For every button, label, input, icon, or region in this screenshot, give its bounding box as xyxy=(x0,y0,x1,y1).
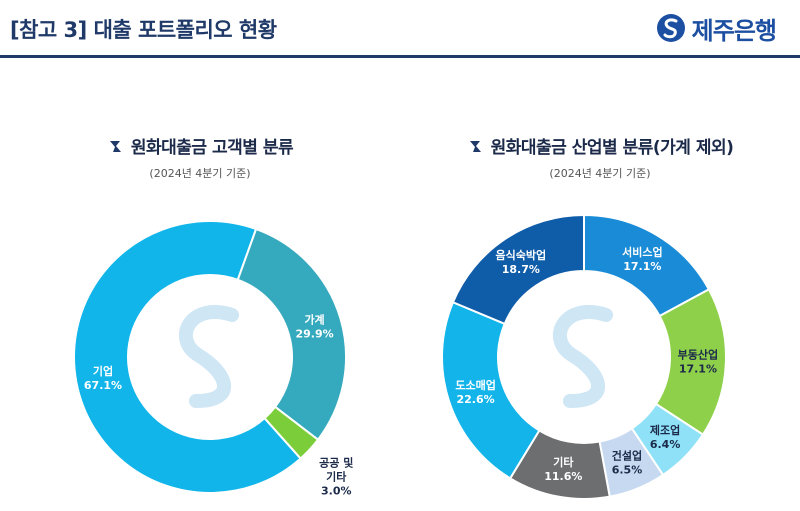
chart-1-title: 원화대출금 고객별 분류 xyxy=(130,138,294,158)
donut-slice xyxy=(236,227,347,442)
logo-text: 제주은행 xyxy=(691,16,777,45)
slice-value-label: 22.6% xyxy=(456,393,494,406)
donut-slice xyxy=(263,405,320,460)
slice-category-label: 기업 xyxy=(93,364,113,378)
donut-slice xyxy=(73,220,302,494)
wave-bullet-icon xyxy=(469,140,481,152)
slice-value-label: 17.1% xyxy=(623,260,661,273)
bank-logo: 제주은행 xyxy=(656,12,777,45)
slice-category-label: 공공 및 xyxy=(319,456,353,470)
slice-value-label: 11.6% xyxy=(544,470,582,483)
header-divider xyxy=(0,55,800,58)
donut-slice xyxy=(451,213,585,326)
slice-category-label: 음식숙박업 xyxy=(496,248,547,262)
watermark-logo-icon xyxy=(179,305,239,408)
chart-2-header: 원화대출금 산업별 분류(가계 제외) (2024년 4분기 기준) xyxy=(410,133,790,181)
jeju-bank-logo-icon xyxy=(656,14,685,42)
donut-1: 서비스업17.1%부동산업17.1%제조업6.4%건설업6.5%기타11.6%도… xyxy=(441,213,727,500)
chart-2-title-wrap: 원화대출금 산업별 분류(가계 제외) xyxy=(467,133,734,158)
slice-category-label: 부동산업 xyxy=(678,348,718,362)
watermark-logo-icon xyxy=(553,305,613,408)
chart-1-title-wrap: 원화대출금 고객별 분류 xyxy=(107,133,294,158)
wave-bullet-icon xyxy=(109,140,121,152)
slice-category-label: 가계 xyxy=(304,312,324,326)
slice-value-label: 29.9% xyxy=(295,327,333,340)
donut-slice xyxy=(441,300,541,480)
slice-value-label: 17.1% xyxy=(679,363,717,376)
slice-category-label: 기타 xyxy=(326,470,347,484)
slice-category-label: 제조업 xyxy=(650,423,680,437)
slice-category-label: 서비스업 xyxy=(622,245,662,259)
chart-2-title: 원화대출금 산업별 분류(가계 제외) xyxy=(490,138,734,158)
chart-1-header: 원화대출금 고객별 분류 (2024년 4분기 기준) xyxy=(10,133,390,181)
slice-value-label: 6.5% xyxy=(612,464,643,477)
chart-1-subtitle: (2024년 4분기 기준) xyxy=(149,166,251,180)
page-title: [참고 3] 대출 포트폴리오 현황 xyxy=(10,18,277,42)
slice-category-label: 기타 xyxy=(553,455,574,469)
slice-value-label: 67.1% xyxy=(84,379,122,392)
slice-value-label: 3.0% xyxy=(321,485,352,498)
slice-category-label: 도소매업 xyxy=(455,378,495,392)
slice-value-label: 6.4% xyxy=(650,438,681,451)
slice-category-label: 건설업 xyxy=(612,449,642,463)
slice-value-label: 18.7% xyxy=(502,263,540,276)
chart-2-subtitle: (2024년 4분기 기준) xyxy=(549,166,651,180)
